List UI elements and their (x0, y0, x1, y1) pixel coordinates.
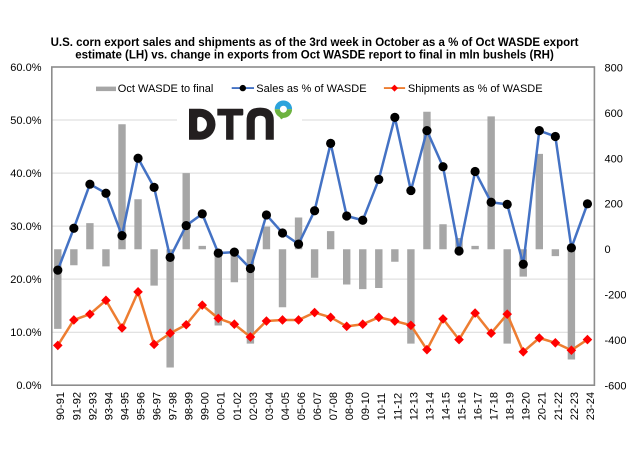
svg-text:08-09: 08-09 (344, 392, 356, 420)
svg-text:-200: -200 (605, 290, 627, 302)
svg-text:06-07: 06-07 (312, 392, 324, 420)
svg-text:96-97: 96-97 (152, 392, 164, 420)
svg-text:-400: -400 (605, 335, 627, 347)
svg-text:600: 600 (605, 108, 623, 120)
svg-text:30.0%: 30.0% (10, 221, 41, 233)
svg-text:94-95: 94-95 (119, 392, 131, 420)
svg-text:01-02: 01-02 (232, 392, 244, 420)
svg-text:20.0%: 20.0% (10, 274, 41, 286)
svg-text:22-23: 22-23 (569, 392, 581, 420)
svg-text:93-94: 93-94 (103, 392, 115, 420)
svg-text:97-98: 97-98 (168, 392, 180, 420)
svg-text:800: 800 (605, 62, 623, 74)
svg-text:04-05: 04-05 (280, 392, 292, 420)
svg-text:17-18: 17-18 (489, 392, 501, 420)
svg-text:10-11: 10-11 (376, 393, 388, 420)
svg-text:00-01: 00-01 (216, 392, 228, 420)
svg-text:16-17: 16-17 (473, 392, 485, 420)
svg-text:18-19: 18-19 (505, 392, 517, 420)
svg-text:0: 0 (605, 244, 611, 256)
svg-text:15-16: 15-16 (456, 392, 468, 420)
svg-text:95-96: 95-96 (135, 392, 147, 420)
svg-text:14-15: 14-15 (440, 392, 452, 420)
svg-text:92-93: 92-93 (87, 392, 99, 420)
svg-text:99-00: 99-00 (200, 392, 212, 420)
svg-text:estimate (LH) vs. change in ex: estimate (LH) vs. change in exports from… (75, 50, 554, 62)
svg-text:U.S. corn export sales and shi: U.S. corn export sales and shipments as … (51, 37, 579, 49)
svg-text:02-03: 02-03 (248, 392, 260, 420)
svg-text:60.0%: 60.0% (10, 62, 41, 74)
svg-text:Shipments as % of WASDE: Shipments as % of WASDE (408, 83, 543, 95)
svg-text:91-92: 91-92 (71, 392, 83, 420)
svg-text:03-04: 03-04 (264, 392, 276, 420)
svg-text:Sales as % of WASDE: Sales as % of WASDE (256, 83, 366, 95)
svg-text:23-24: 23-24 (585, 392, 597, 420)
svg-text:50.0%: 50.0% (10, 115, 41, 127)
svg-text:19-20: 19-20 (521, 392, 533, 420)
svg-text:20-21: 20-21 (537, 392, 549, 420)
svg-text:12-13: 12-13 (408, 392, 420, 420)
svg-text:90-91: 90-91 (55, 392, 67, 420)
svg-text:10.0%: 10.0% (10, 327, 41, 339)
svg-text:13-14: 13-14 (424, 392, 436, 420)
svg-text:-600: -600 (605, 381, 627, 393)
svg-text:40.0%: 40.0% (10, 168, 41, 180)
svg-text:200: 200 (605, 199, 623, 211)
svg-text:Oct WASDE to final: Oct WASDE to final (118, 83, 214, 95)
svg-text:09-10: 09-10 (360, 392, 372, 420)
svg-text:0.0%: 0.0% (16, 380, 41, 392)
svg-text:98-99: 98-99 (184, 392, 196, 420)
svg-text:21-22: 21-22 (553, 392, 565, 420)
svg-text:11-12: 11-12 (392, 393, 404, 420)
svg-text:400: 400 (605, 153, 623, 165)
svg-text:07-08: 07-08 (328, 392, 340, 420)
svg-text:05-06: 05-06 (296, 392, 308, 420)
